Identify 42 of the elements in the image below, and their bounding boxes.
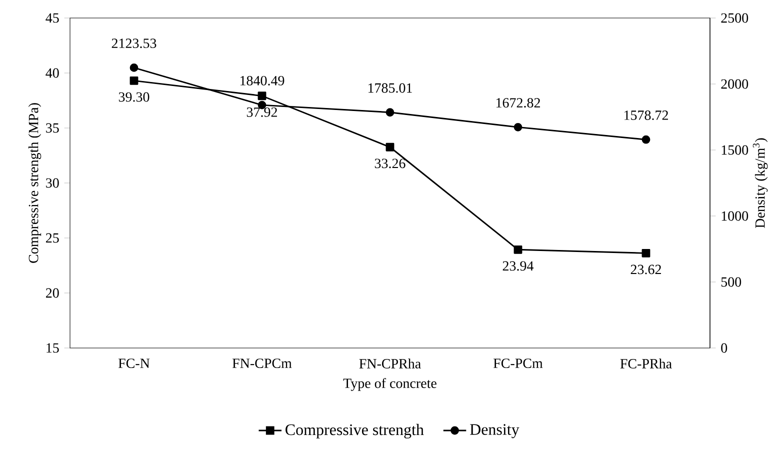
data-label: 1840.49 — [240, 76, 284, 86]
legend-label: Compressive strength — [286, 424, 424, 438]
point — [514, 245, 522, 254]
y2-axis-title: Density (kg/m$^{3}$) — [752, 138, 768, 228]
data-label: 1785.01 — [368, 83, 412, 93]
legend-label: Density — [470, 424, 520, 438]
y-tick-label: 45 — [46, 13, 59, 23]
data-label: 37.92 — [246, 107, 277, 117]
point — [642, 135, 650, 144]
x-tick-label: FN-CPRha — [359, 358, 421, 368]
point — [130, 63, 138, 72]
y-tick-label: 20 — [46, 288, 59, 298]
point — [386, 108, 394, 117]
y2-tick-label: 0 — [721, 343, 728, 353]
x-tick-label: FC-N — [118, 358, 150, 368]
y-axis-title: Compressive strength (MPa) — [28, 103, 42, 263]
y-tick-label: 40 — [46, 68, 59, 78]
x-axis-title: Type of concrete — [343, 378, 436, 391]
x-tick-label: FC-PCm — [493, 358, 543, 368]
y2-tick-label: 2500 — [721, 13, 748, 23]
y2-tick-label: 2000 — [721, 79, 748, 89]
y2-tick-label: 500 — [721, 277, 742, 287]
x-tick-label: FN-CPCm — [232, 358, 292, 368]
y-tick-label: 25 — [46, 233, 59, 243]
data-label: 1672.82 — [496, 98, 540, 108]
point — [258, 92, 266, 100]
point — [642, 248, 650, 258]
y2-tick-label: 1500 — [722, 145, 748, 155]
x-tick-label: FC-PRha — [620, 358, 672, 368]
y-tick-label: 35 — [46, 123, 59, 133]
data-label: 2123.53 — [112, 38, 156, 48]
point — [514, 122, 522, 132]
point — [130, 76, 138, 85]
data-label: 1578.72 — [624, 110, 668, 120]
y2-tick-label: 1000 — [722, 211, 748, 221]
y-tick-label: 15 — [46, 343, 59, 353]
data-label: 23.94 — [502, 261, 534, 271]
data-label: 23.62 — [630, 264, 661, 274]
data-label: 33.26 — [374, 158, 406, 168]
data-label: 39.30 — [118, 92, 150, 102]
y-tick-label: 30 — [46, 178, 59, 188]
point — [386, 142, 394, 152]
